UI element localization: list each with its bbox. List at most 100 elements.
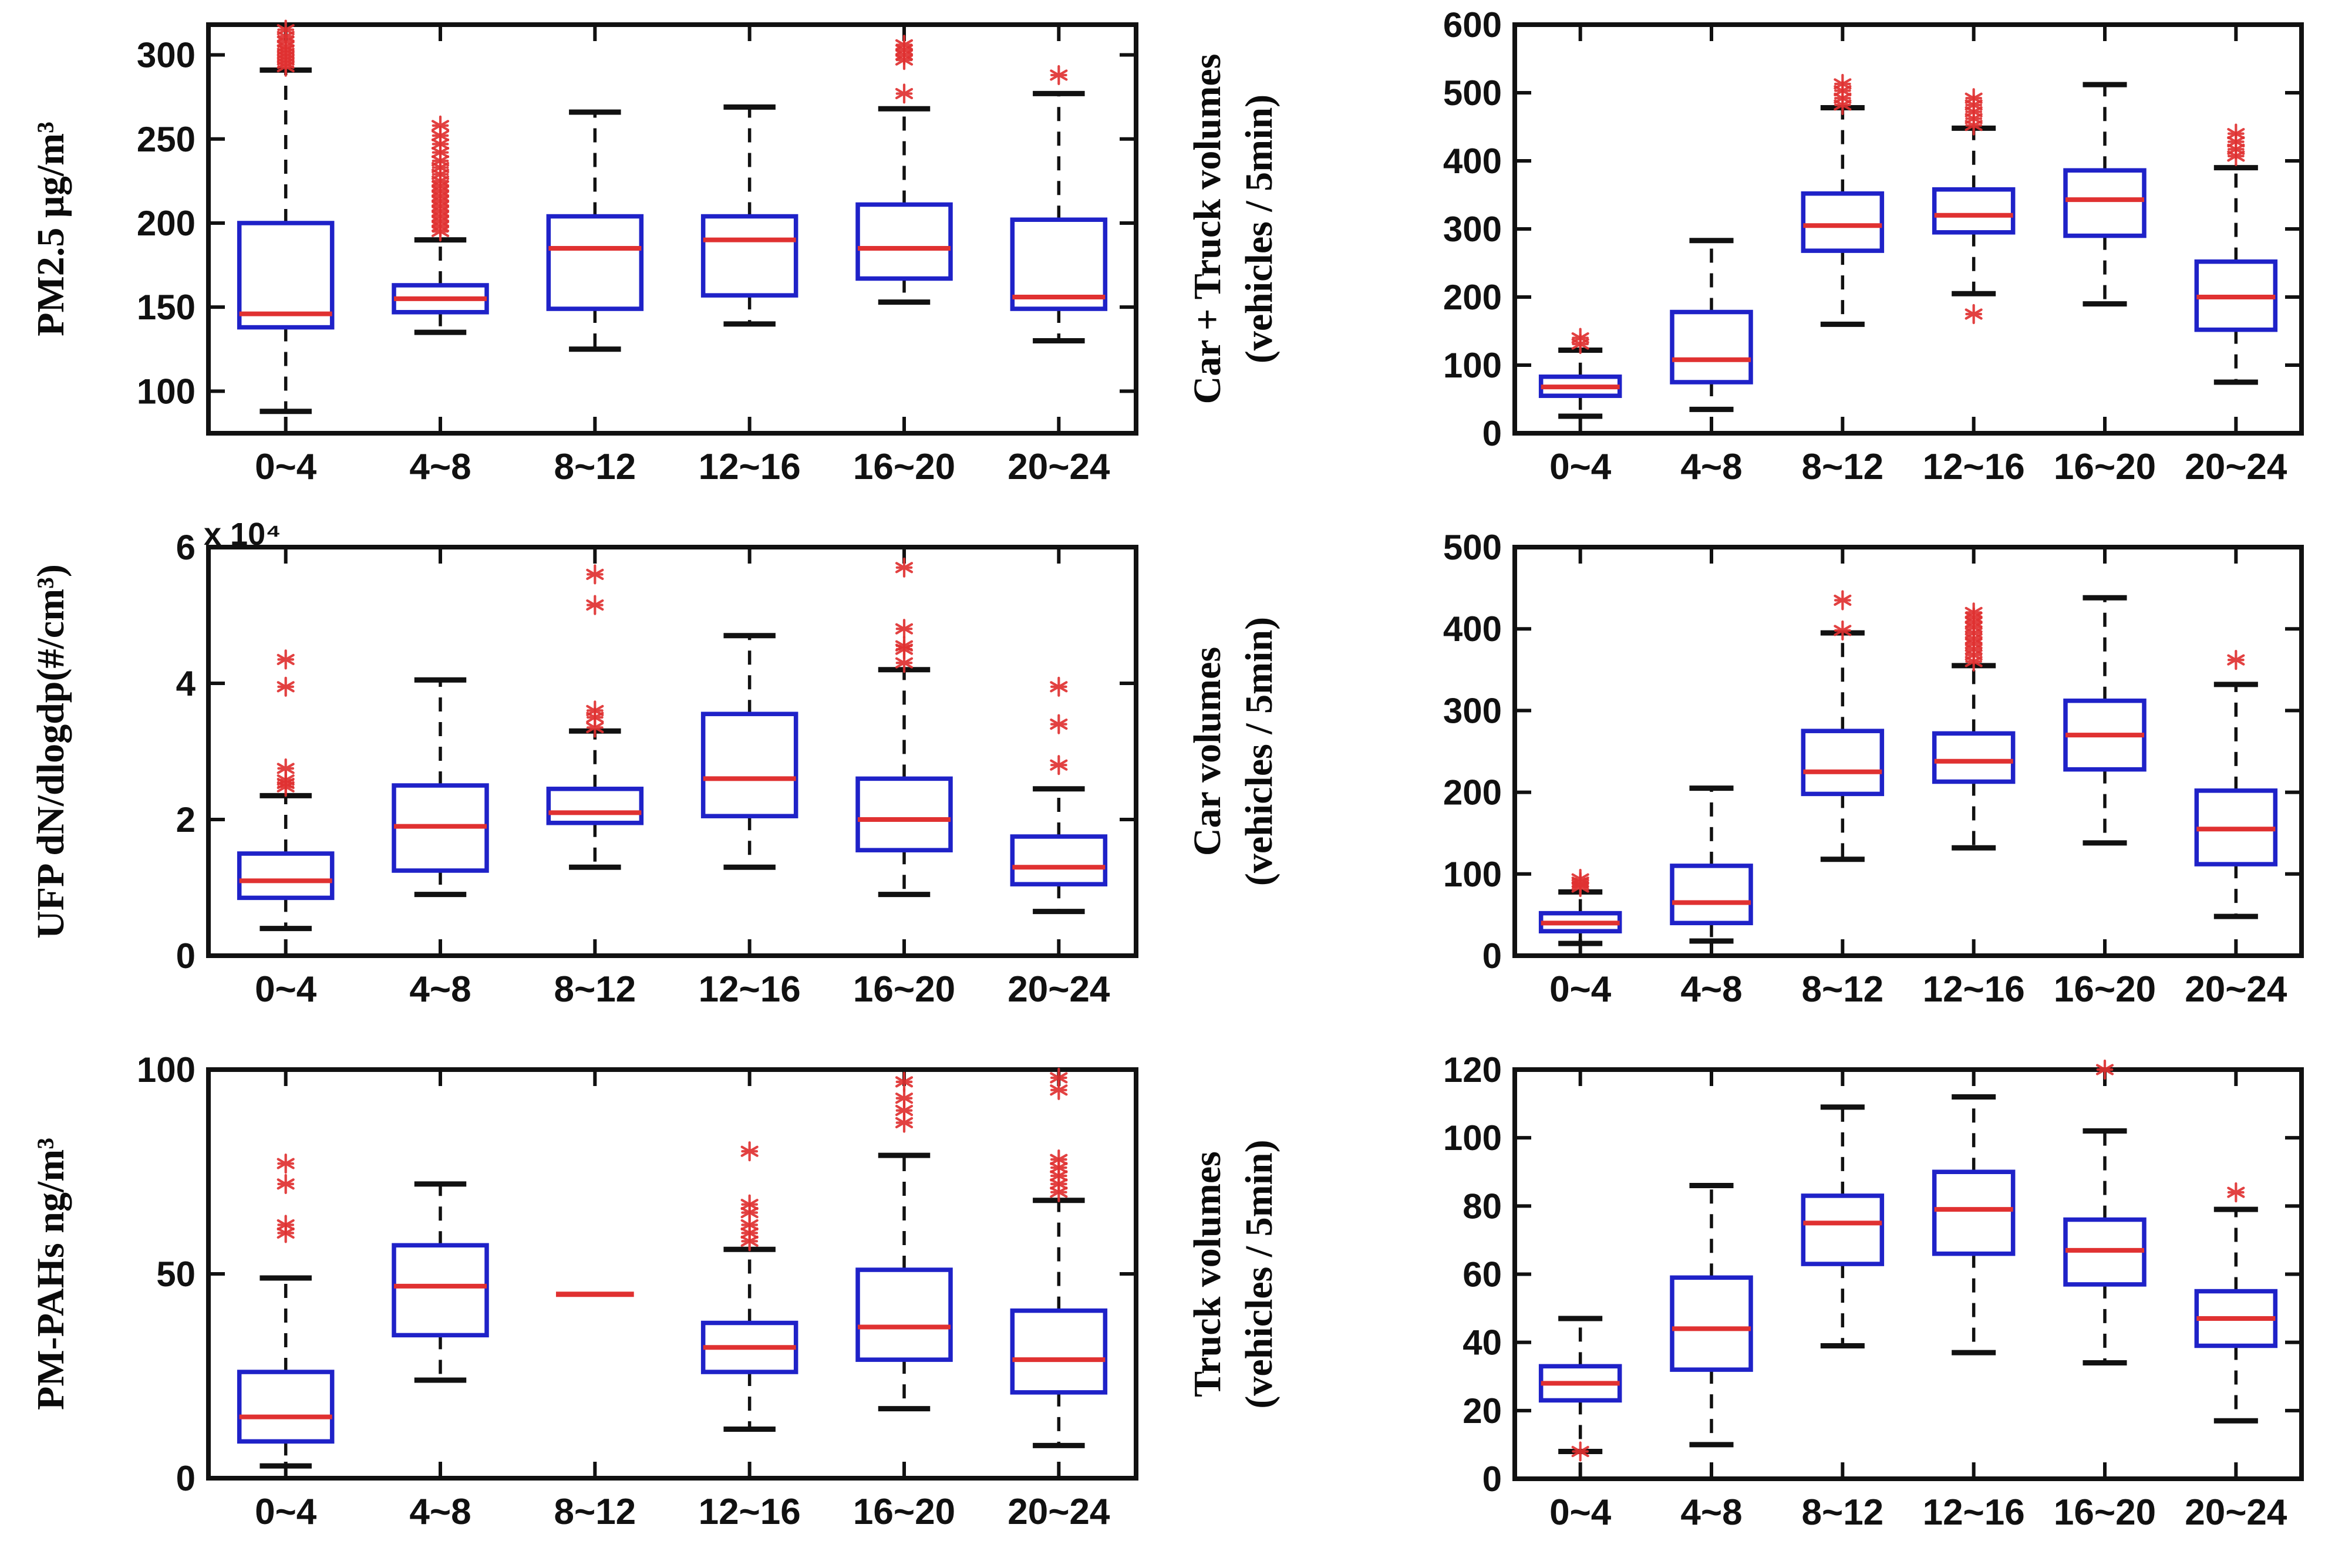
truck-volumes-boxplot-svg: 0 20 40 60 80 100 120 0~4 4~8 8~12 12~16 16~20 20~24… — [1186, 1050, 2304, 1533]
plot-root: 0 20 40 60 80 100 120 0~4 4~8 8~12 12~16 16~20 20~24… — [1186, 1050, 2304, 1533]
box-12~16 — [700, 633, 798, 870]
axes-frame — [1512, 1067, 2304, 1481]
axis-text: 0~4 — [255, 447, 317, 487]
box-8~12 — [546, 109, 644, 352]
axis-text: 500 — [1443, 528, 1502, 567]
x-axis: 0~4 4~8 8~12 12~16 16~20 20~24 — [1549, 549, 2287, 1010]
plot-root: 100 150 200 250 300 0~4 4~8 8~12 12~16 16~20 20~24… — [29, 19, 1138, 487]
outlier-asterisk — [895, 636, 914, 656]
outlier-asterisk — [277, 758, 295, 779]
box-12~16 — [700, 104, 798, 327]
axis-text: 60 — [1463, 1255, 1502, 1294]
outlier-asterisk — [277, 1153, 295, 1174]
outlier-asterisk — [277, 19, 295, 40]
axes-frame — [206, 545, 1138, 958]
outlier-asterisk — [586, 595, 604, 615]
axis-text: 12~16 — [699, 447, 801, 487]
panel-pm-pahs: 0 50 100 0~4 4~8 8~12 12~16 16~20 20~24 PM-PAHs n… — [0, 1045, 1162, 1567]
axis-text: 2 — [176, 800, 196, 839]
x-axis: 0~4 4~8 8~12 12~16 16~20 20~24 — [255, 1071, 1110, 1532]
box-4~8 — [392, 677, 489, 898]
axis-text: 8~12 — [554, 447, 636, 487]
box-12~16 — [1932, 1094, 2016, 1355]
y-axis: 0 20 40 60 80 100 120 — [1443, 1050, 2300, 1499]
outlier-asterisk — [277, 1215, 295, 1235]
axis-text: 0~4 — [1549, 1492, 1612, 1533]
outlier-asterisk — [2095, 1059, 2114, 1080]
plot-root: 0 100 200 300 400 500 600 0~4 4~8 8~12 12~16 16~20 2… — [1186, 5, 2304, 487]
box-4~8 — [1670, 238, 1753, 412]
axis-text: 0 — [1482, 414, 1502, 453]
outlier-asterisk — [1834, 620, 1852, 641]
box-12~16 — [1932, 88, 2016, 325]
outlier-asterisk — [1965, 88, 1983, 109]
axis-text: 4 — [176, 664, 196, 703]
box-0~4 — [1538, 1316, 1622, 1462]
axis-text: 0~4 — [1549, 969, 1612, 1010]
axes-frame — [206, 22, 1138, 436]
axis-text: (vehicles / 5min) — [1238, 1139, 1281, 1408]
pm25-boxplot-svg: 100 150 200 250 300 0~4 4~8 8~12 12~16 16~20 20~24… — [29, 19, 1138, 487]
axis-text: 12~16 — [1923, 447, 2025, 487]
axis-text: 0 — [1482, 936, 1502, 976]
axis-text: 100 — [1443, 1118, 1502, 1158]
outlier-asterisk — [895, 619, 914, 639]
x-axis: 0~4 4~8 8~12 12~16 16~20 20~24 — [1549, 26, 2287, 487]
outlier-asterisk — [1965, 304, 1983, 325]
box-16~20 — [2063, 595, 2147, 846]
axis-text: 8~12 — [554, 969, 636, 1010]
axis-text: 120 — [1443, 1050, 1502, 1090]
y-axis: 0 100 200 300 400 500 600 — [1443, 5, 2300, 453]
x-axis: 0~4 4~8 8~12 12~16 16~20 20~24 — [255, 549, 1110, 1010]
outlier-asterisk — [1050, 1067, 1068, 1088]
box-8~12 — [1801, 73, 1885, 327]
outlier-asterisk — [1050, 714, 1068, 734]
box-16~20 — [855, 1071, 953, 1412]
axis-text: 150 — [137, 288, 196, 327]
axis-text: Truck volumes — [1186, 1151, 1229, 1397]
box-4~8 — [392, 1181, 489, 1383]
axis-text: 40 — [1463, 1323, 1502, 1363]
y-axis: 0 50 100 — [137, 1050, 1134, 1498]
axis-text: 0 — [1482, 1459, 1502, 1499]
panel-ufp: 0 2 4 6 0~4 4~8 8~12 12~16 16~20 20~24 x 10⁴ UFP dN… — [0, 522, 1162, 1045]
outlier-asterisk — [740, 1194, 759, 1215]
outlier-asterisk — [1571, 869, 1589, 889]
outlier-asterisk — [895, 557, 914, 578]
axis-text: 80 — [1463, 1186, 1502, 1226]
axis-text: 20~24 — [2185, 1492, 2287, 1533]
axis-text: 16~20 — [2054, 1492, 2156, 1533]
axis-text: 20~24 — [2185, 969, 2287, 1010]
outlier-asterisk — [277, 1174, 295, 1194]
axis-text: 8~12 — [1802, 447, 1884, 487]
box-0~4 — [237, 19, 335, 414]
box-16~20 — [2063, 1059, 2147, 1366]
outlier-asterisk — [586, 564, 604, 585]
outlier-asterisk — [1050, 755, 1068, 775]
box-0~4 — [1538, 328, 1622, 419]
axis-text: 600 — [1443, 5, 1502, 45]
axis-text: 8~12 — [1802, 969, 1884, 1010]
axis-text: 4~8 — [1680, 1492, 1742, 1533]
box-4~8 — [1670, 785, 1753, 944]
box-0~4 — [1538, 869, 1622, 946]
box-12~16 — [700, 1141, 798, 1432]
axis-text: Car volumes — [1186, 647, 1229, 856]
outlier-asterisk — [2227, 123, 2245, 144]
box-20~24 — [2194, 1182, 2278, 1424]
axis-text: 20~24 — [1008, 1492, 1110, 1532]
axis-text: 50 — [156, 1255, 196, 1294]
plot-root: 0 100 200 300 400 500 0~4 4~8 8~12 12~16 16~20 20~2… — [1186, 528, 2304, 1010]
box-20~24 — [1010, 1067, 1108, 1448]
axis-text: 500 — [1443, 73, 1502, 113]
outlier-asterisk — [586, 700, 604, 721]
axes-frame — [1512, 545, 2304, 958]
box-16~20 — [855, 35, 953, 305]
axis-text: 16~20 — [853, 1492, 955, 1532]
axis-text: 12~16 — [699, 1492, 801, 1532]
axis-text: 300 — [1443, 691, 1502, 730]
axis-text: 16~20 — [2054, 447, 2156, 487]
box-0~4 — [237, 1153, 335, 1469]
panel-truck-volumes: 0 20 40 60 80 100 120 0~4 4~8 8~12 12~16 16~20 20~24… — [1162, 1045, 2325, 1567]
outlier-asterisk — [895, 35, 914, 55]
